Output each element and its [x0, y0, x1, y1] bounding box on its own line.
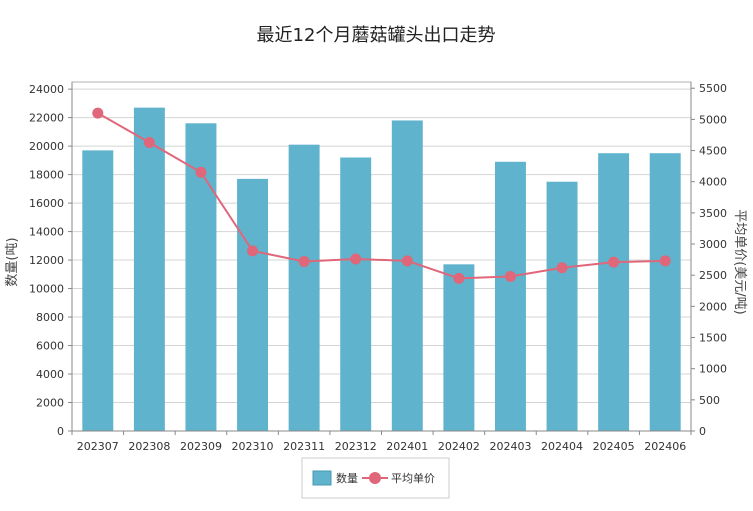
price-point-202406: [659, 255, 671, 267]
y-tick-label: 18000: [29, 169, 64, 182]
x-tick-label: 202309: [180, 440, 222, 453]
price-point-202311: [298, 255, 310, 267]
y-tick-label: 22000: [29, 112, 64, 125]
y2-tick-label: 1500: [699, 332, 727, 345]
y2-tick-label: 4500: [699, 145, 727, 158]
legend-bar-swatch: [312, 470, 332, 486]
bar-202308: [133, 107, 165, 432]
y2-tick-label: 5500: [699, 82, 727, 95]
x-tick-label: 202406: [644, 440, 686, 453]
y2-tick-label: 500: [699, 394, 720, 407]
y-tick-label: 2000: [36, 397, 64, 410]
legend: 数量 平均单价: [301, 457, 450, 499]
bar-202312: [340, 157, 372, 431]
y2-tick-label: 3500: [699, 207, 727, 220]
bar-202403: [494, 161, 526, 431]
price-point-202405: [608, 256, 620, 268]
y-tick-label: 6000: [36, 340, 64, 353]
bar-202311: [288, 144, 320, 431]
y-tick-label: 10000: [29, 283, 64, 296]
y-tick-label: 24000: [29, 83, 64, 96]
x-tick-label: 202404: [541, 440, 583, 453]
y2-tick-label: 2500: [699, 269, 727, 282]
price-point-202307: [92, 107, 104, 119]
y2-tick-label: 2000: [699, 300, 727, 313]
x-tick-label: 202402: [438, 440, 480, 453]
y-tick-label: 4000: [36, 368, 64, 381]
legend-label-quantity: 数量: [336, 472, 358, 485]
price-point-202401: [401, 255, 413, 267]
bar-202404: [546, 181, 578, 431]
plot-area: [71, 81, 692, 432]
x-tick-label: 202403: [489, 440, 531, 453]
price-point-202309: [195, 166, 207, 178]
price-point-202308: [143, 136, 155, 148]
price-point-202312: [350, 253, 362, 265]
price-line: [97, 112, 666, 280]
y2-tick-label: 1000: [699, 363, 727, 376]
x-tick-label: 202401: [386, 440, 428, 453]
price-point-202402: [453, 272, 465, 284]
y2-tick-label: 0: [699, 425, 706, 438]
y2-tick-label: 5000: [699, 113, 727, 126]
x-tick-label: 202307: [77, 440, 119, 453]
y-axis-label: 数量(吨): [5, 237, 20, 286]
price-point-202310: [247, 245, 259, 257]
y2-tick-label: 3000: [699, 238, 727, 251]
price-point-202403: [504, 270, 516, 282]
bar-202310: [237, 178, 269, 431]
x-tick-label: 202308: [128, 440, 170, 453]
x-tick-label: 202310: [232, 440, 274, 453]
legend-marker-swatch: [369, 472, 381, 484]
price-point-202404: [556, 262, 568, 274]
y2-axis-label: 平均单价(美元/吨): [732, 209, 747, 315]
y-tick-label: 20000: [29, 140, 64, 153]
x-tick-label: 202311: [283, 440, 325, 453]
chart-title: 最近12个月蘑菇罐头出口走势: [257, 25, 496, 46]
y-tick-label: 16000: [29, 197, 64, 210]
x-tick-label: 202405: [593, 440, 635, 453]
legend-label-price: 平均单价: [391, 472, 435, 485]
y-tick-label: 0: [57, 425, 64, 438]
y-tick-label: 12000: [29, 254, 64, 267]
bar-202401: [391, 120, 423, 431]
bar-202307: [82, 150, 114, 432]
y-tick-label: 8000: [36, 311, 64, 324]
bar-202405: [598, 153, 630, 431]
bar-202402: [443, 264, 475, 431]
x-tick-label: 202312: [335, 440, 377, 453]
y2-tick-label: 4000: [699, 176, 727, 189]
y-tick-label: 14000: [29, 226, 64, 239]
bar-202406: [649, 153, 681, 431]
